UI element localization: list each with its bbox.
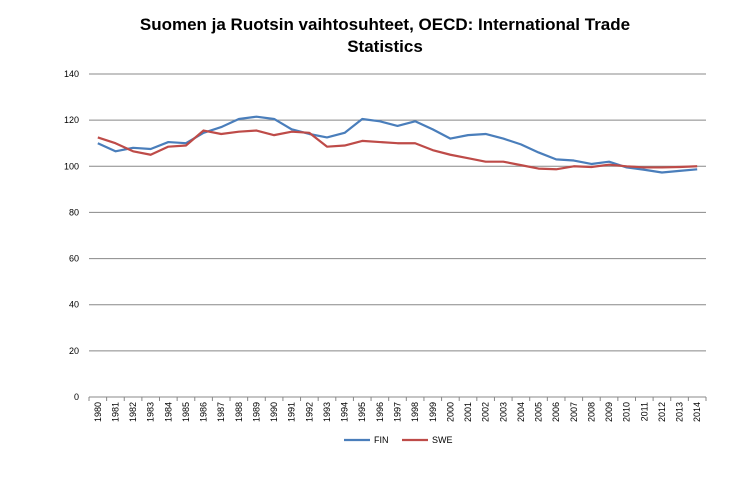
series-line-swe — [97, 129, 698, 171]
y-tick-label: 140 — [64, 69, 79, 79]
x-tick-label: 1992 — [304, 402, 314, 422]
x-tick-label: 1985 — [181, 402, 191, 422]
x-tick-label: 1995 — [357, 402, 367, 422]
x-tick-label: 1996 — [375, 402, 385, 422]
x-tick-label: 1998 — [410, 402, 420, 422]
x-tick-label: 1986 — [199, 402, 209, 422]
x-tick-label: 1982 — [128, 402, 138, 422]
x-tick-label: 1994 — [340, 402, 350, 422]
x-tick-label: 2001 — [463, 402, 473, 422]
y-tick-label: 40 — [69, 300, 79, 310]
x-tick-label: 2011 — [639, 402, 649, 421]
y-tick-label: 100 — [64, 161, 79, 171]
chart-title: Suomen ja Ruotsin vaihtosuhteet, OECD: I… — [0, 14, 750, 58]
x-tick-label: 2013 — [675, 402, 685, 422]
legend-label-swe: SWE — [432, 435, 453, 445]
y-tick-label: 20 — [69, 346, 79, 356]
x-tick-label: 1988 — [234, 402, 244, 422]
x-tick-label: 2010 — [622, 402, 632, 422]
y-tick-label: 80 — [69, 207, 79, 217]
x-tick-label: 2005 — [534, 402, 544, 422]
x-tick-label: 1989 — [251, 402, 261, 422]
x-tick-label: 1981 — [110, 402, 120, 422]
x-tick-label: 1980 — [93, 402, 103, 422]
x-tick-label: 2008 — [586, 402, 596, 422]
y-tick-label: 120 — [64, 115, 79, 125]
x-tick-label: 1987 — [216, 402, 226, 422]
x-tick-label: 2012 — [657, 402, 667, 422]
x-tick-label: 1990 — [269, 402, 279, 422]
x-tick-label: 2002 — [481, 402, 491, 422]
y-tick-label: 60 — [69, 254, 79, 264]
x-tick-label: 2003 — [498, 402, 508, 422]
chart-title-line-2: Statistics — [347, 37, 423, 56]
chart-title-line-1: Suomen ja Ruotsin vaihtosuhteet, OECD: I… — [139, 15, 631, 34]
x-tick-label: 1993 — [322, 402, 332, 422]
y-tick-label: 0 — [74, 392, 79, 402]
x-tick-label: 2007 — [569, 402, 579, 422]
legend-label-fin: FIN — [374, 435, 389, 445]
x-tick-label: 2014 — [692, 402, 702, 422]
x-tick-label: 2004 — [516, 402, 526, 422]
x-tick-label: 1991 — [287, 402, 297, 422]
x-tick-label: 2000 — [445, 402, 455, 422]
x-tick-label: 1997 — [393, 402, 403, 422]
x-tick-label: 1999 — [428, 402, 438, 422]
x-tick-label: 2009 — [604, 402, 614, 422]
x-tick-label: 2006 — [551, 402, 561, 422]
x-tick-label: 1984 — [163, 402, 173, 422]
x-tick-label: 1983 — [146, 402, 156, 422]
